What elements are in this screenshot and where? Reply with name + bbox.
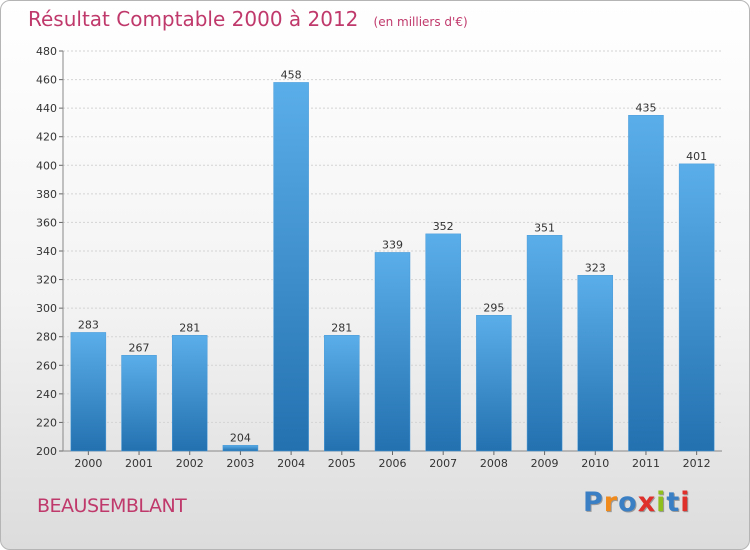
value-label-2003: 204 xyxy=(230,431,251,444)
x-tick-label-2005: 2005 xyxy=(328,457,356,470)
value-label-2008: 295 xyxy=(483,301,504,314)
value-label-2002: 281 xyxy=(179,321,200,334)
value-label-2010: 323 xyxy=(585,261,606,274)
y-tick-label: 300 xyxy=(36,302,57,315)
y-tick-label: 280 xyxy=(36,331,57,344)
bar-2011 xyxy=(628,115,664,452)
value-label-2011: 435 xyxy=(635,101,656,114)
title-row: Résultat Comptable 2000 à 2012 (en milli… xyxy=(28,7,468,31)
x-tick-label-2004: 2004 xyxy=(277,457,305,470)
x-tick-label-2000: 2000 xyxy=(74,457,102,470)
y-tick-label: 420 xyxy=(36,131,57,144)
x-tick-label-2010: 2010 xyxy=(581,457,609,470)
y-tick-label: 380 xyxy=(36,188,57,201)
bar-2004 xyxy=(273,82,309,452)
bar-2003 xyxy=(222,445,259,452)
y-tick-label: 240 xyxy=(36,388,57,401)
bar-2009 xyxy=(526,235,563,452)
value-label-2001: 267 xyxy=(129,341,150,354)
y-tick-label: 220 xyxy=(36,416,57,429)
logo-letter: x xyxy=(637,487,657,518)
chart-subtitle: (en milliers d'€) xyxy=(373,15,468,29)
x-tick-label-2009: 2009 xyxy=(531,457,559,470)
bar-2001 xyxy=(121,355,157,452)
bar-2007 xyxy=(425,233,461,452)
y-tick-label: 440 xyxy=(36,102,57,115)
data-labels: 283 267 281 204 458 281 339 352 295 351 323 435 401 xyxy=(78,68,707,444)
y-tick-label: 340 xyxy=(36,245,57,258)
bar-2005 xyxy=(324,335,360,452)
x-tick-label-2008: 2008 xyxy=(480,457,508,470)
bar-2012 xyxy=(678,163,715,452)
value-label-2012: 401 xyxy=(686,150,707,163)
bar-2006 xyxy=(374,252,411,452)
logo-letter: i xyxy=(656,487,667,518)
y-tick-label: 260 xyxy=(36,359,57,372)
x-tick-label-2003: 2003 xyxy=(226,457,254,470)
logo-letter: t xyxy=(666,487,681,518)
x-tick-label-2002: 2002 xyxy=(176,457,204,470)
value-label-2005: 281 xyxy=(331,321,352,334)
logo-letter: r xyxy=(603,487,619,518)
x-tick-label-2011: 2011 xyxy=(632,457,660,470)
city-name: BEAUSEMBLANT xyxy=(37,495,187,517)
bar-2002 xyxy=(171,335,208,452)
bar-2008 xyxy=(476,315,512,452)
y-tick-label: 320 xyxy=(36,274,57,287)
bar-2000 xyxy=(70,332,107,452)
x-tick-label-2001: 2001 xyxy=(125,457,153,470)
y-tick-label: 460 xyxy=(36,74,57,87)
proxiti-logo: Proxiti xyxy=(583,487,691,518)
value-label-2009: 351 xyxy=(534,221,555,234)
x-tick-label-2007: 2007 xyxy=(429,457,457,470)
logo-letter: i xyxy=(680,487,691,518)
bar-2010 xyxy=(577,275,614,452)
value-label-2000: 283 xyxy=(78,318,99,331)
y-tick-label: 480 xyxy=(36,45,57,58)
x-tick-label-2012: 2012 xyxy=(683,457,711,470)
x-tick-label-2006: 2006 xyxy=(379,457,407,470)
bars xyxy=(70,82,715,452)
y-tick-label: 200 xyxy=(36,445,57,458)
value-label-2006: 339 xyxy=(382,238,403,251)
chart-title: Résultat Comptable 2000 à 2012 xyxy=(28,7,359,31)
y-tick-label: 400 xyxy=(36,159,57,172)
logo-letter: o xyxy=(618,487,638,518)
value-label-2007: 352 xyxy=(433,220,454,233)
value-label-2004: 458 xyxy=(281,68,302,81)
y-tick-label: 360 xyxy=(36,216,57,229)
logo-letter: P xyxy=(583,487,604,518)
